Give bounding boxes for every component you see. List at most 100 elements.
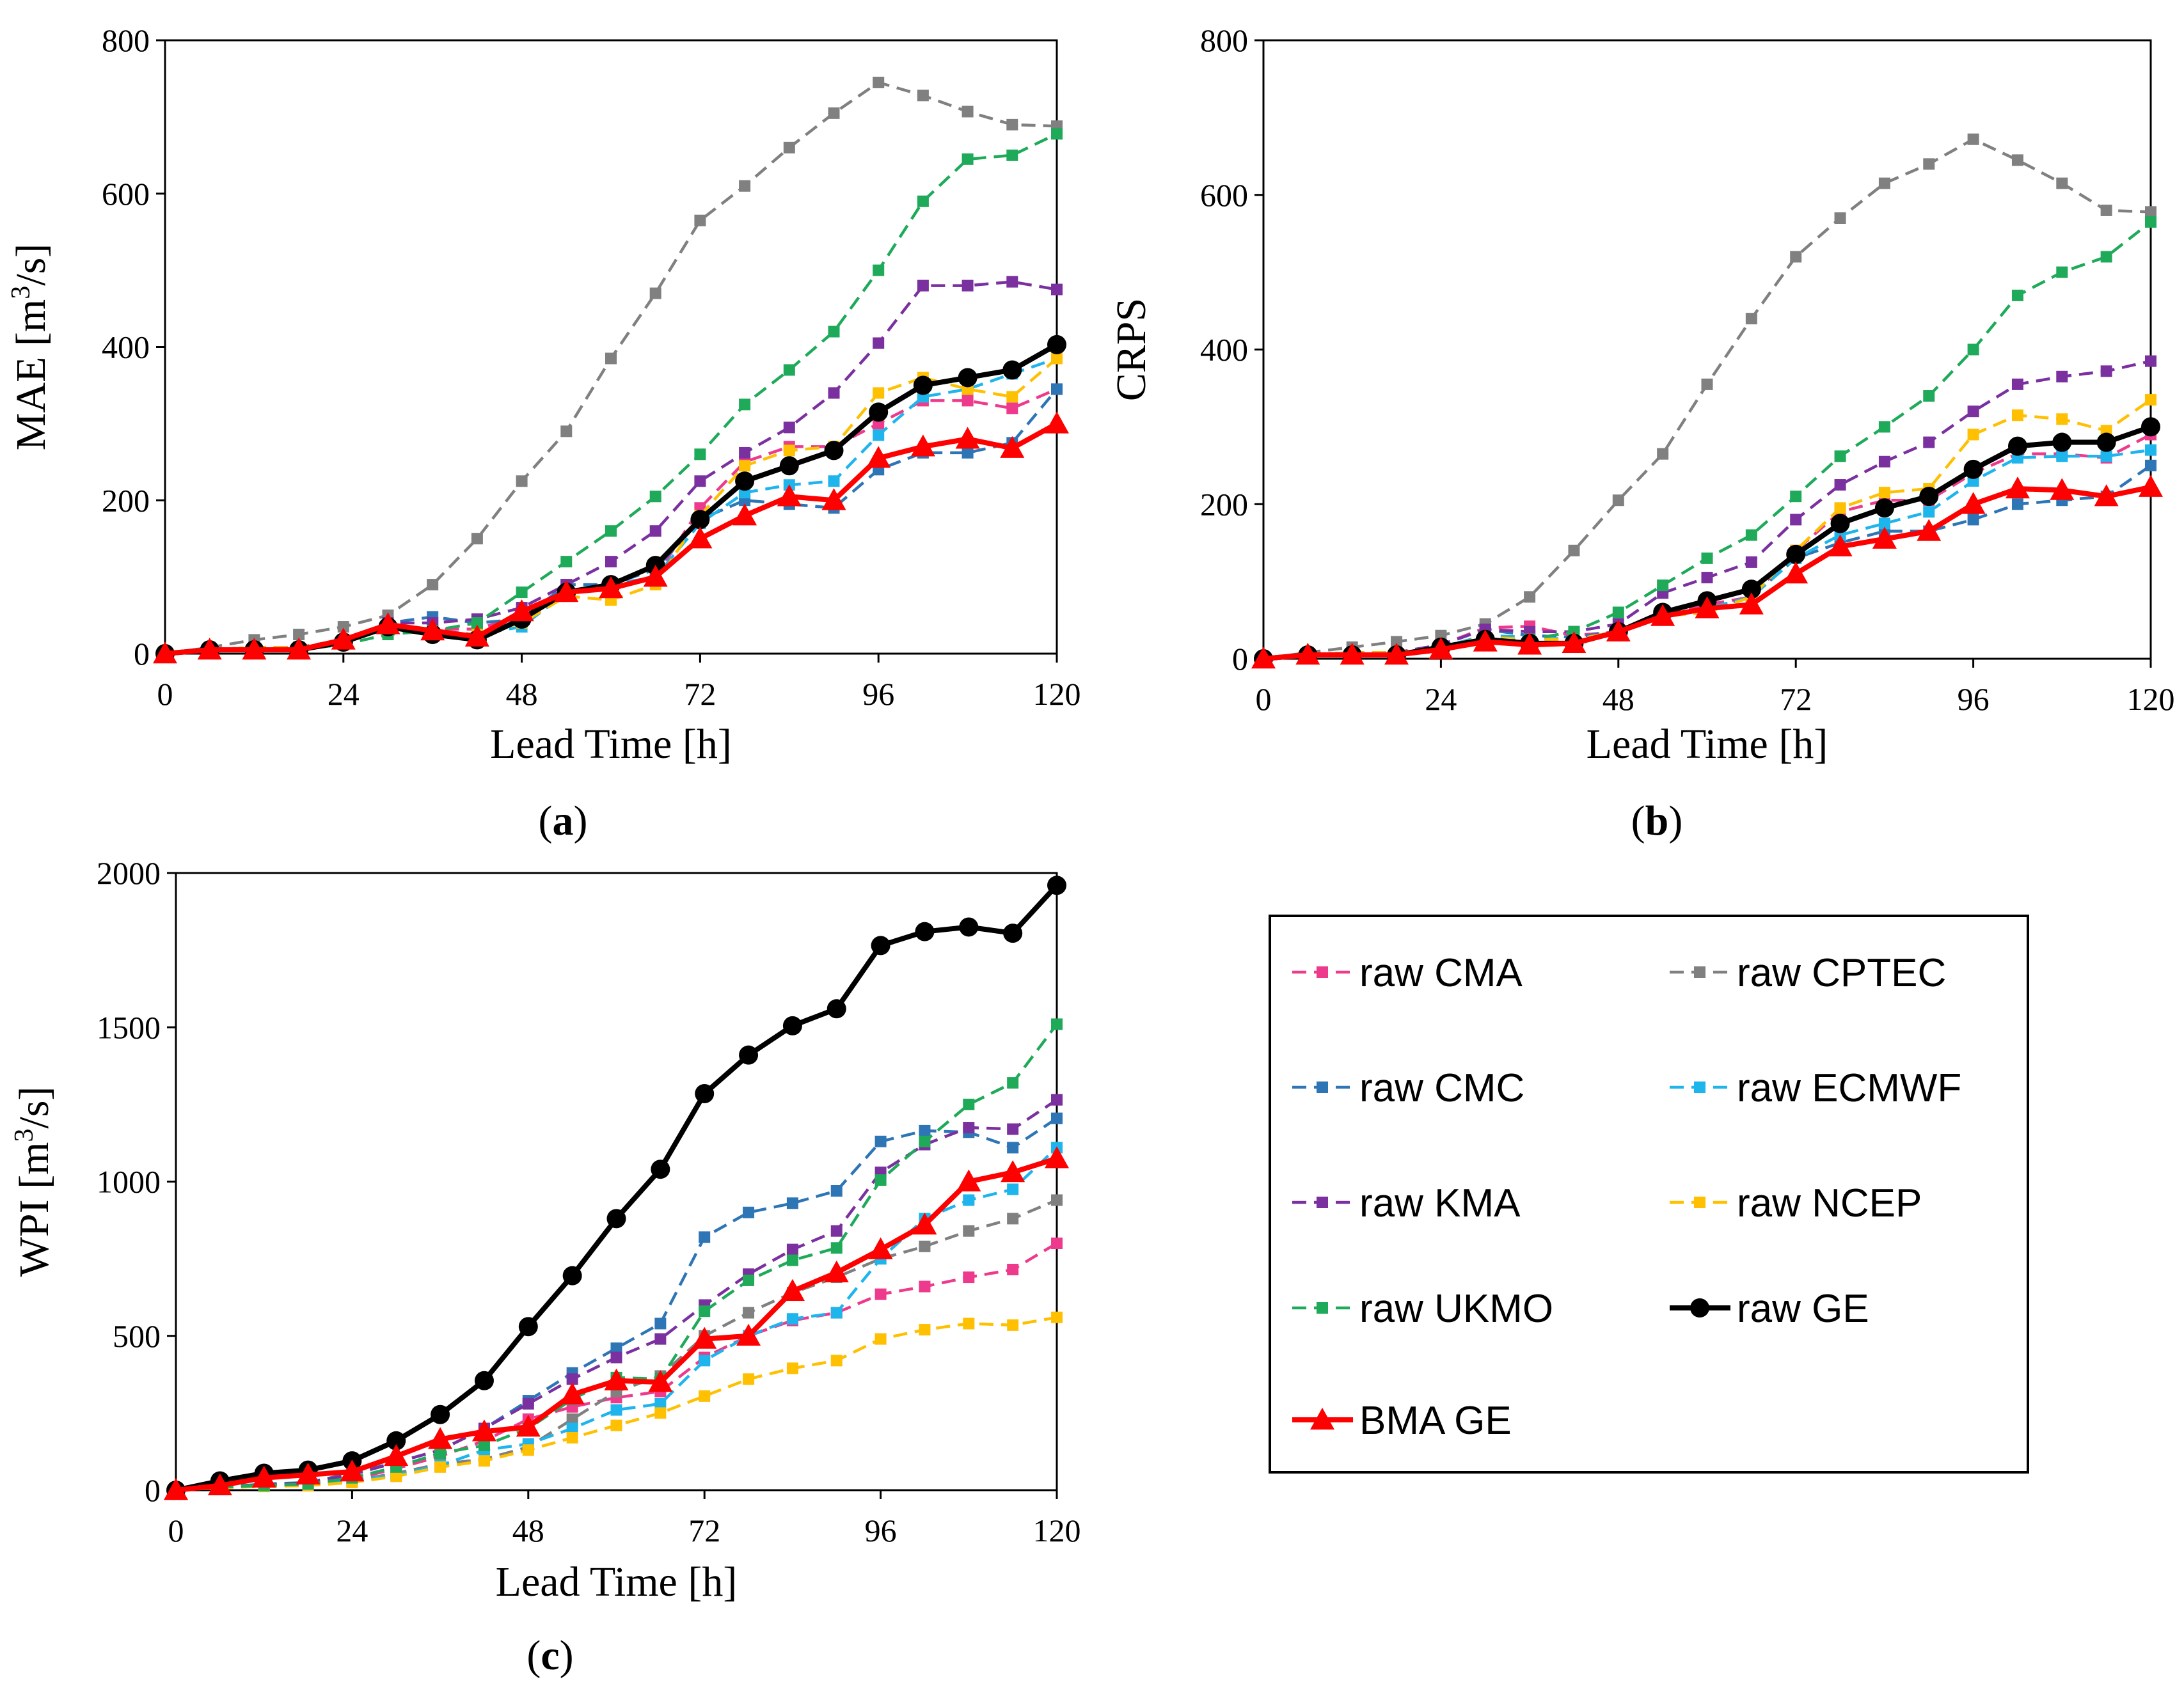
- marker-raw-cptec-1-9: [1657, 448, 1669, 460]
- series-line-raw-cma: [1263, 433, 2152, 661]
- marker-raw-ge-0-20: [1047, 334, 1066, 354]
- marker-raw-ncep-2-12: [699, 1390, 711, 1402]
- chart-legend: raw CMA raw CPTEC raw CMC raw ECMWF raw KMA r…: [1269, 915, 2029, 1474]
- marker-raw-ukmo-1-16: [1967, 343, 1979, 356]
- marker-bma-ge-2-7: [471, 1419, 496, 1442]
- legend-label-raw-ge: raw GE: [1737, 1287, 1869, 1331]
- marker-raw-cmc-2-11: [654, 1318, 667, 1330]
- x-tick-label-48: 48: [512, 1513, 544, 1548]
- marker-raw-kma-0-18: [961, 279, 974, 292]
- marker-raw-ge-1-17: [2007, 436, 2027, 456]
- marker-bma-ge-2-14: [780, 1278, 805, 1301]
- marker-raw-ncep-2-20: [1051, 1311, 1063, 1323]
- marker-raw-kma-1-14: [1878, 455, 1890, 468]
- x-axis-label: Lead Time [h]: [496, 1559, 738, 1605]
- x-tick-label-96: 96: [862, 676, 894, 712]
- marker-raw-cptec-0-6: [427, 579, 439, 591]
- marker-raw-cmc-0-18: [961, 446, 974, 459]
- marker-raw-cptec-0-13: [739, 180, 751, 192]
- marker-raw-ukmo-2-12: [699, 1305, 711, 1318]
- series-line-raw-ecmwf: [175, 1146, 1058, 1492]
- marker-raw-kma-1-15: [1923, 436, 1935, 448]
- marker-raw-kma-1-13: [1834, 479, 1846, 491]
- marker-raw-ge-1-11: [1741, 579, 1761, 599]
- marker-raw-kma-2-14: [786, 1243, 798, 1255]
- marker-raw-ukmo-0-18: [961, 153, 974, 165]
- marker-bma-ge-1-7: [1562, 631, 1587, 654]
- series-line-raw-cmc: [175, 1117, 1058, 1492]
- x-axis-label: Lead Time [h]: [1587, 721, 1828, 767]
- marker-bma-ge-0-12: [688, 526, 713, 549]
- legend-entry-raw-ge: raw GE: [1670, 1287, 1869, 1331]
- marker-raw-cmc-1-16: [1967, 514, 1979, 526]
- marker-raw-ge-2-15: [827, 999, 846, 1019]
- y-tick-label-600: 600: [1200, 177, 1248, 213]
- y-tick-label-2000: 2000: [97, 855, 161, 891]
- marker-raw-kma-legend-4: [1317, 1197, 1328, 1208]
- marker-raw-ge-1-16: [1963, 459, 1983, 479]
- marker-raw-ukmo-2-20: [1051, 1018, 1063, 1030]
- marker-bma-ge-2-16: [868, 1237, 893, 1259]
- marker-bma-ge-0-19: [1000, 436, 1025, 458]
- marker-bma-ge-2-3: [296, 1462, 320, 1485]
- marker-bma-ge-2-9: [560, 1382, 585, 1404]
- marker-raw-cptec-2-13: [743, 1307, 755, 1319]
- marker-raw-kma-2-8: [522, 1397, 534, 1410]
- x-tick-label-0: 0: [157, 676, 173, 712]
- marker-raw-kma-0-12: [694, 475, 706, 487]
- marker-raw-ukmo-2-7: [478, 1440, 490, 1452]
- marker-raw-ecmwf-2-14: [786, 1313, 798, 1325]
- marker-raw-ukmo-1-8: [1612, 606, 1624, 618]
- marker-raw-ukmo-1-19: [2100, 251, 2112, 263]
- marker-raw-ecmwf-2-12: [699, 1355, 711, 1367]
- marker-bma-ge-2-1: [207, 1473, 232, 1495]
- marker-raw-ge-2-5: [386, 1431, 406, 1451]
- marker-bma-ge-2-5: [384, 1443, 409, 1467]
- marker-raw-ecmwf-1-15: [1923, 506, 1935, 518]
- marker-bma-ge-2-13: [736, 1323, 761, 1346]
- marker-raw-ge-2-14: [782, 1016, 802, 1035]
- marker-raw-cptec-0-11: [649, 287, 661, 299]
- marker-raw-cptec-2-17: [919, 1240, 931, 1252]
- series-raw-ge: [166, 876, 1066, 1500]
- y-tick-label-800: 800: [102, 22, 150, 58]
- x-tick-label-72: 72: [688, 1513, 720, 1548]
- series-raw-cma: [1258, 429, 2156, 665]
- x-tick-label-72: 72: [684, 676, 716, 712]
- marker-bma-ge-0-10: [599, 576, 623, 599]
- marker-raw-cmc-1-20: [2145, 459, 2156, 471]
- marker-raw-ukmo-0-17: [917, 195, 929, 207]
- series-line-raw-cptec: [164, 81, 1057, 656]
- marker-bma-ge-legend-8: [1310, 1408, 1334, 1430]
- marker-raw-ecmwf-2-11: [654, 1397, 667, 1410]
- marker-raw-cma-0-19: [1006, 402, 1018, 414]
- x-tick-label-120: 120: [1033, 676, 1081, 712]
- marker-raw-cptec-1-6: [1524, 591, 1536, 603]
- marker-raw-ncep-1-20: [2145, 394, 2156, 406]
- marker-raw-ukmo-0-13: [739, 398, 751, 411]
- series-bma-ge: [1251, 475, 2163, 669]
- marker-bma-ge-2-2: [251, 1465, 276, 1488]
- series-raw-ge: [155, 334, 1066, 663]
- x-tick-label-24: 24: [328, 676, 360, 712]
- marker-bma-ge-0-1: [197, 638, 222, 660]
- marker-raw-ukmo-0-12: [694, 448, 706, 460]
- marker-raw-ukmo-1-13: [1834, 450, 1846, 462]
- marker-raw-cptec-0-10: [605, 352, 617, 365]
- marker-bma-ge-1-1: [1295, 642, 1320, 665]
- marker-raw-ge-2-11: [651, 1160, 670, 1179]
- marker-bma-ge-0-13: [732, 503, 757, 526]
- marker-raw-cptec-1-10: [1701, 378, 1713, 390]
- panel-a-mae-chart: 0 200 400 600 800 0 24 48 72 96 120 Lead Time [h] MA…: [6, 22, 1081, 767]
- marker-raw-ukmo-0-19: [1006, 149, 1018, 161]
- marker-raw-ge-0-16: [869, 402, 889, 422]
- marker-raw-ncep-0-16: [873, 387, 885, 399]
- marker-raw-ukmo-2-18: [963, 1098, 975, 1110]
- marker-raw-ge-2-13: [739, 1045, 759, 1065]
- marker-raw-ge-2-16: [871, 936, 890, 956]
- y-axis-label: WPI [m3/s]: [10, 1087, 58, 1277]
- marker-raw-ukmo-0-8: [516, 586, 528, 599]
- marker-raw-cmc-2-13: [743, 1206, 755, 1218]
- marker-raw-kma-2-11: [654, 1333, 667, 1345]
- marker-bma-ge-2-8: [516, 1415, 541, 1437]
